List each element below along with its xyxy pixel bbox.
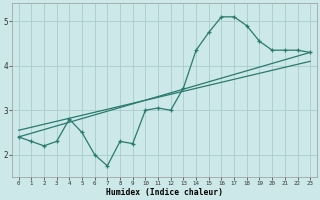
X-axis label: Humidex (Indice chaleur): Humidex (Indice chaleur) bbox=[106, 188, 223, 197]
